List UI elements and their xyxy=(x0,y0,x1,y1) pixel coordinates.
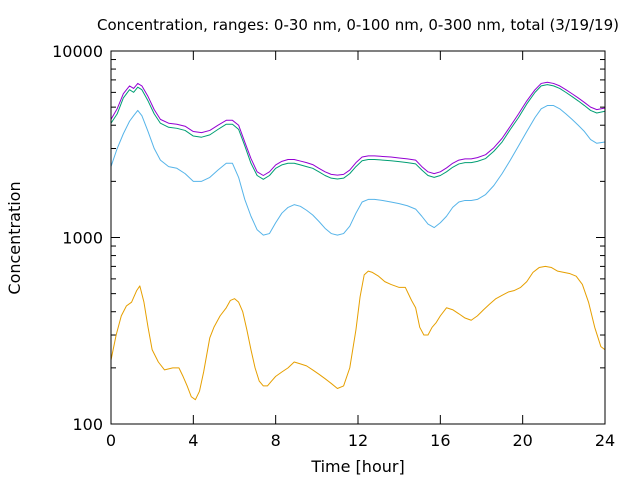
series-line-2 xyxy=(110,105,606,236)
plot-frame xyxy=(110,50,606,425)
y-axis-label: Concentration xyxy=(5,181,24,294)
y-tick-label: 100 xyxy=(72,415,103,434)
y-tick-label: 1000 xyxy=(62,229,103,248)
series-line-3 xyxy=(110,84,606,180)
x-tick-label: 4 xyxy=(188,431,198,450)
x-tick-label: 12 xyxy=(348,431,368,450)
series-line-1 xyxy=(110,265,606,401)
x-tick-label: 20 xyxy=(512,431,532,450)
x-tick-label: 0 xyxy=(106,431,116,450)
x-tick-label: 16 xyxy=(430,431,450,450)
x-axis-label: Time [hour] xyxy=(310,457,404,476)
series-layer xyxy=(110,81,606,401)
y-tick-label: 10000 xyxy=(52,42,103,61)
chart-title: Concentration, ranges: 0-30 nm, 0-100 nm… xyxy=(97,16,619,34)
axis-ticks: 0 4 8 12 16 20 24 100 1000 10000 xyxy=(52,42,615,450)
x-tick-label: 24 xyxy=(595,431,615,450)
x-tick-label: 8 xyxy=(271,431,281,450)
series-line-4 xyxy=(110,81,606,176)
